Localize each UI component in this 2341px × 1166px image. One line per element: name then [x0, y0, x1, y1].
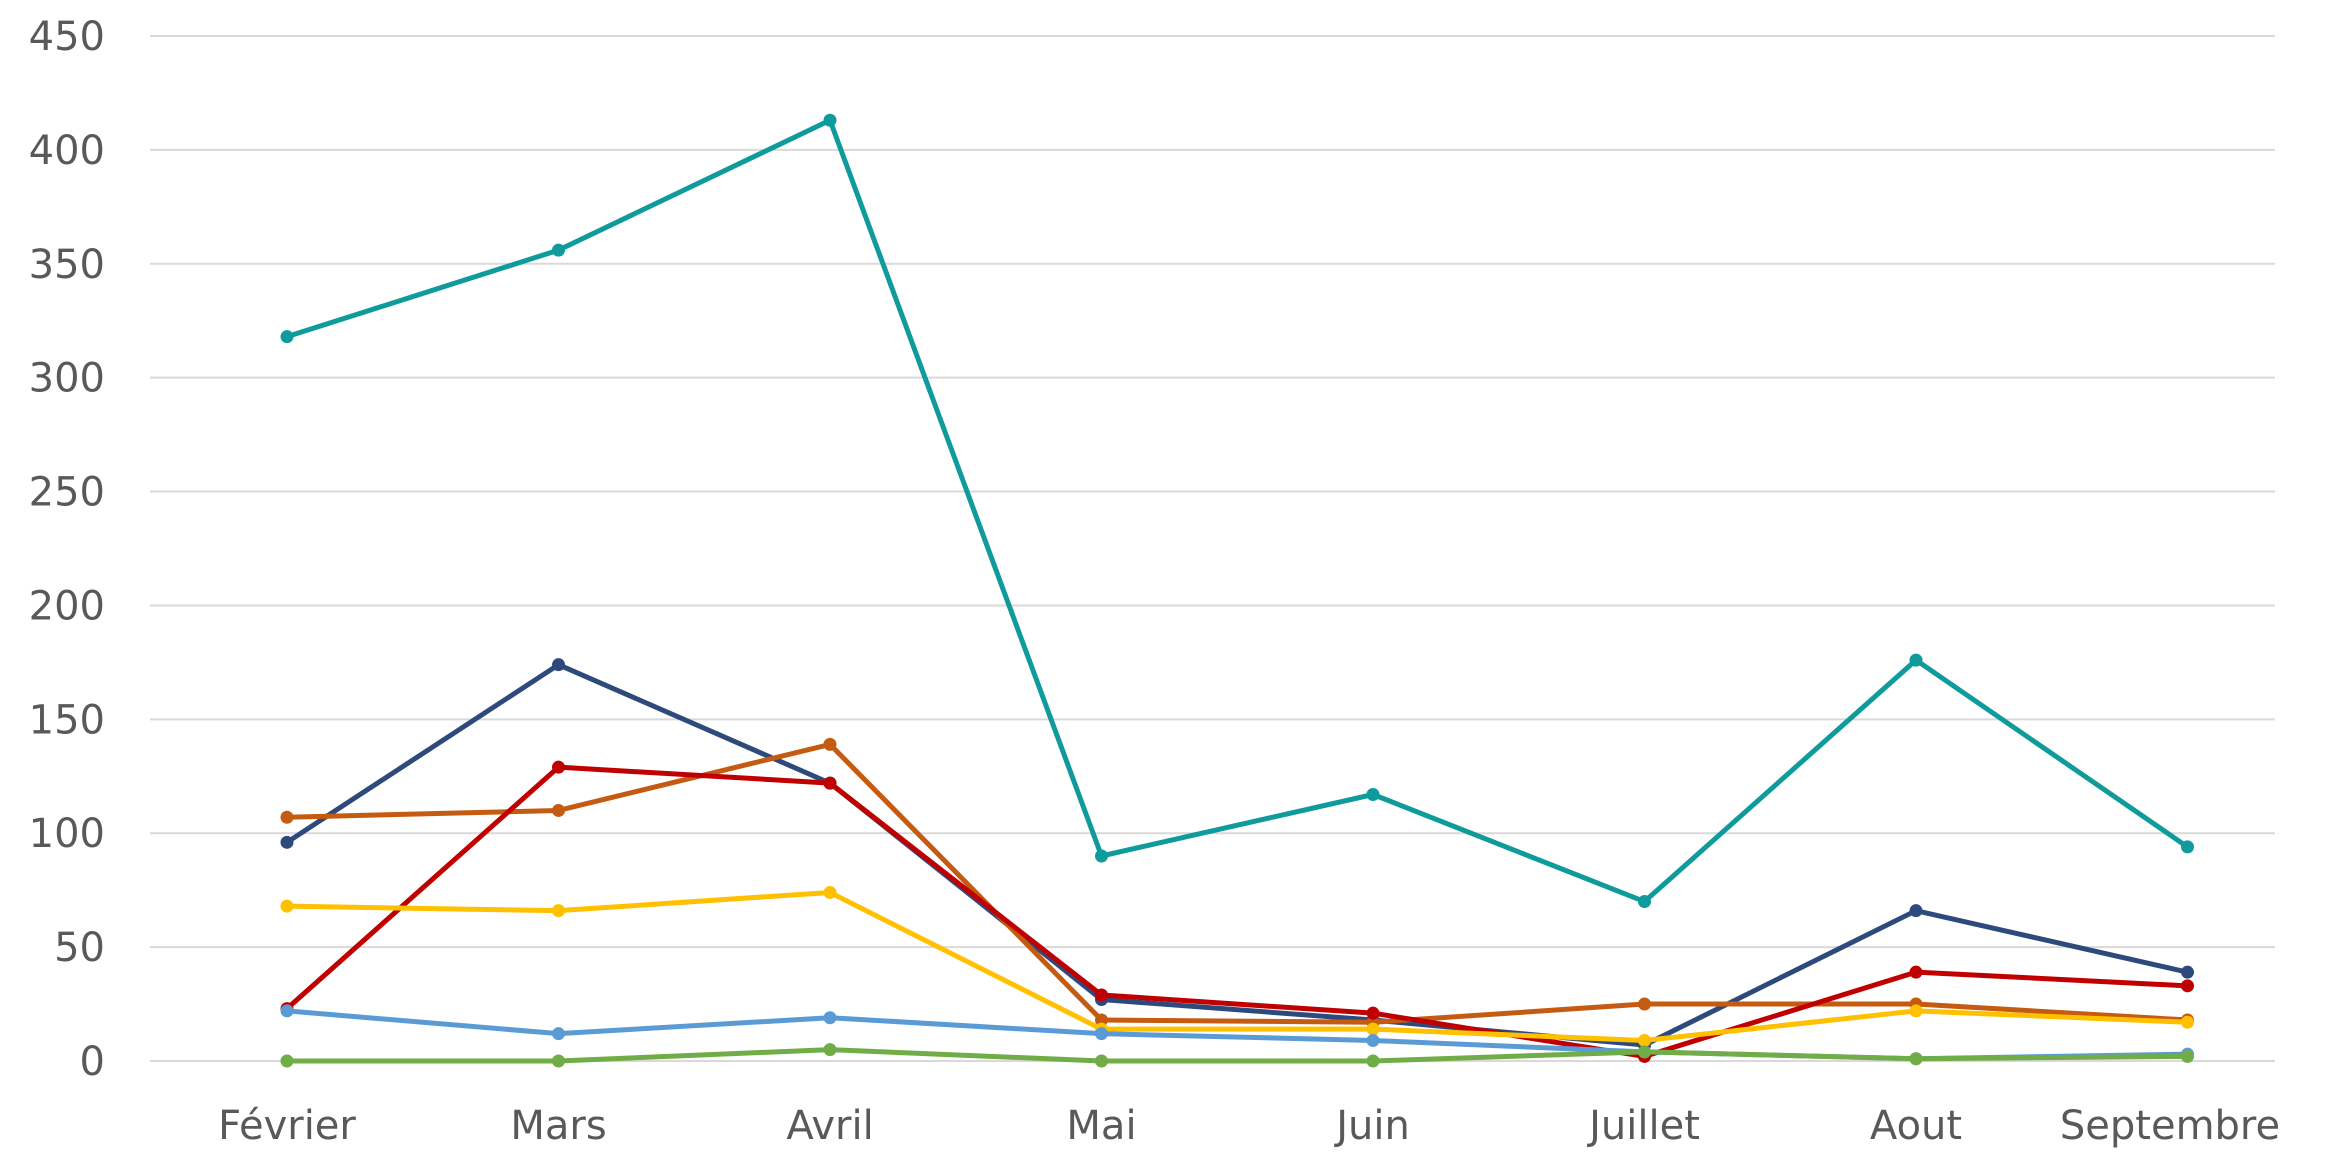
data-point	[1909, 1052, 1923, 1066]
y-tick-label: 300	[29, 356, 105, 402]
y-tick-label: 50	[54, 925, 105, 971]
y-tick-label: 0	[80, 1039, 105, 1085]
data-point	[2181, 1015, 2194, 1029]
data-point	[1366, 1034, 1380, 1047]
data-point	[552, 1027, 565, 1041]
x-tick-label: Juin	[1333, 1103, 1410, 1149]
data-point	[552, 803, 565, 817]
data-point	[552, 760, 565, 774]
series-layer	[280, 113, 2194, 1068]
series-3	[280, 737, 2194, 1029]
series-line	[284, 1047, 2190, 1064]
y-tick-label: 200	[29, 583, 105, 629]
data-point	[280, 835, 294, 849]
x-tick-label: Mars	[510, 1103, 606, 1149]
x-tick-label: Juillet	[1586, 1103, 1700, 1149]
data-point	[1095, 1054, 1108, 1068]
data-point	[823, 1043, 837, 1057]
data-point	[823, 1011, 837, 1025]
data-point	[1095, 1027, 1108, 1041]
data-point	[1638, 997, 1651, 1011]
series-line	[284, 764, 2190, 1059]
series-line	[284, 741, 2190, 1025]
y-axis-tick-labels: 0 50 100 150 200 250 300 350 400 450	[29, 14, 105, 1085]
data-point	[1366, 1054, 1380, 1068]
x-axis-tick-labels: Février Mars Avril Mai Juin Juillet Aout Septem…	[218, 1103, 2280, 1149]
data-point	[1909, 1004, 1923, 1018]
data-point	[1909, 965, 1923, 979]
data-point	[2181, 965, 2194, 979]
data-point	[1909, 653, 1923, 667]
data-point	[552, 904, 565, 918]
x-tick-label: Septembre	[2060, 1103, 2280, 1149]
series-line	[284, 662, 2190, 1048]
data-point	[1366, 788, 1380, 801]
data-point	[1638, 1045, 1651, 1059]
series-line	[284, 1008, 2190, 1062]
x-tick-label: Février	[218, 1103, 356, 1149]
data-point	[280, 810, 294, 824]
y-tick-label: 400	[29, 128, 105, 174]
data-point	[1909, 904, 1923, 918]
series-7	[280, 1043, 2194, 1068]
series-line	[284, 889, 2190, 1043]
series-2	[280, 658, 2194, 1052]
data-point	[2181, 979, 2194, 993]
x-tick-label: Aout	[1870, 1103, 1962, 1149]
data-point	[280, 899, 294, 913]
y-tick-label: 100	[29, 811, 105, 857]
data-point	[1638, 1034, 1651, 1047]
x-tick-label: Avril	[786, 1103, 873, 1149]
gridlines	[150, 35, 2275, 1062]
data-point	[1366, 1022, 1380, 1036]
y-tick-label: 250	[29, 470, 105, 516]
data-point	[823, 776, 837, 790]
series-line	[284, 117, 2190, 905]
x-tick-label: Mai	[1066, 1103, 1136, 1149]
data-point	[1638, 895, 1651, 909]
y-tick-label: 150	[29, 697, 105, 743]
y-tick-label: 450	[29, 14, 105, 60]
data-point	[1095, 849, 1108, 863]
data-point	[280, 1004, 294, 1018]
data-point	[552, 243, 565, 257]
data-point	[2181, 840, 2194, 854]
data-point	[280, 330, 294, 344]
data-point	[2181, 1049, 2194, 1063]
data-point	[823, 885, 837, 899]
data-point	[280, 1054, 294, 1068]
data-point	[1366, 1006, 1380, 1020]
data-point	[823, 737, 837, 751]
data-point	[552, 1054, 565, 1068]
data-point	[823, 113, 837, 127]
data-point	[552, 658, 565, 672]
data-point	[1095, 1013, 1108, 1027]
y-tick-label: 350	[29, 242, 105, 288]
data-point	[1095, 988, 1108, 1002]
series-1	[280, 113, 2194, 909]
